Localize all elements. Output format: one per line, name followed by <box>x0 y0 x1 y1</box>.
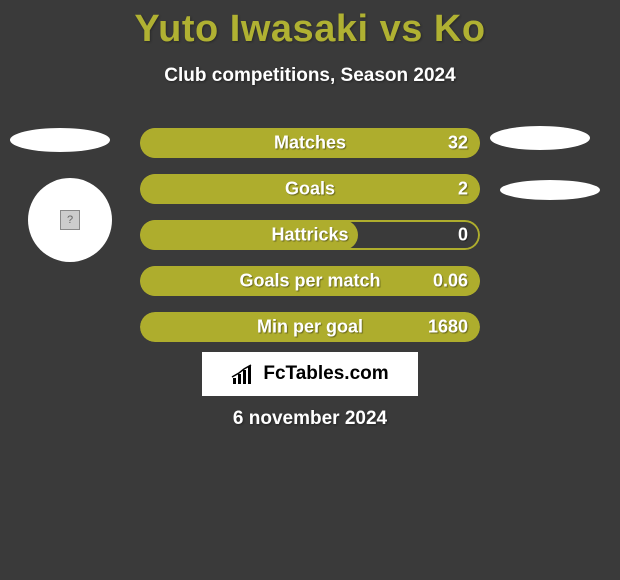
stat-row: Matches 32 <box>140 128 480 158</box>
stat-label: Goals per match <box>239 271 380 292</box>
stat-label: Min per goal <box>257 317 363 338</box>
stat-value: 1680 <box>428 317 468 338</box>
left-ellipse-top <box>10 128 110 152</box>
stat-row: Goals per match 0.06 <box>140 266 480 296</box>
comparison-card: Yuto Iwasaki vs Ko Club competitions, Se… <box>0 0 620 580</box>
fctables-logo[interactable]: FcTables.com <box>202 352 418 396</box>
stat-value: 2 <box>458 179 468 200</box>
stat-value: 0 <box>458 225 468 246</box>
stat-label: Goals <box>285 179 335 200</box>
subtitle: Club competitions, Season 2024 <box>0 65 620 87</box>
stat-row: Hattricks 0 <box>140 220 480 250</box>
right-ellipse-top <box>490 126 590 150</box>
logo-text: FcTables.com <box>263 363 388 385</box>
bars-icon <box>231 364 257 384</box>
page-title: Yuto Iwasaki vs Ko <box>0 0 620 51</box>
stat-row: Min per goal 1680 <box>140 312 480 342</box>
avatar-unknown-icon: ? <box>60 210 80 230</box>
stats-container: Matches 32 Goals 2 Hattricks 0 Goals per match… <box>140 128 480 358</box>
player-avatar-placeholder: ? <box>28 178 112 262</box>
stat-row: Goals 2 <box>140 174 480 204</box>
stat-value: 32 <box>448 133 468 154</box>
stat-value: 0.06 <box>433 271 468 292</box>
date-text: 6 november 2024 <box>0 408 620 430</box>
stat-label: Matches <box>274 133 346 154</box>
right-ellipse-bottom <box>500 180 600 200</box>
stat-label: Hattricks <box>271 225 348 246</box>
